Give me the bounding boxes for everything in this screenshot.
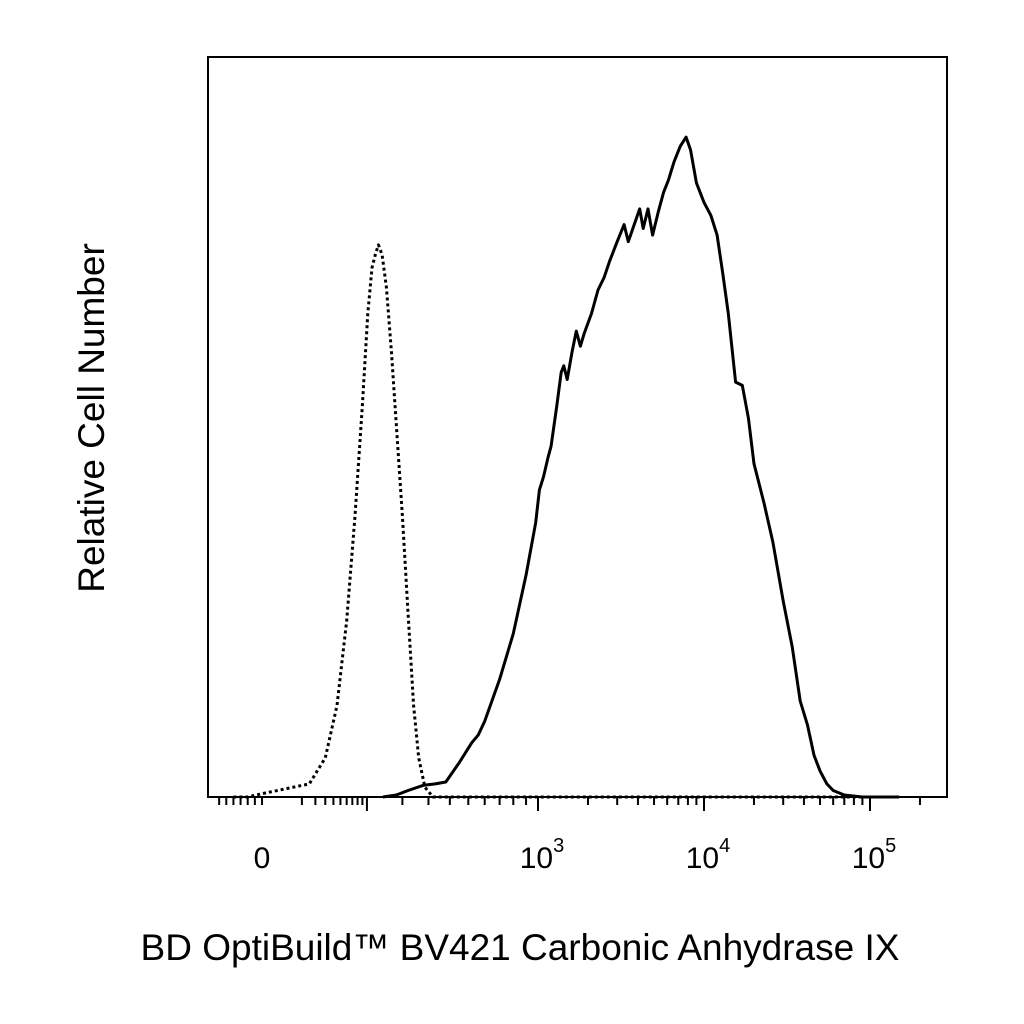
x-tick-label: 103 — [520, 835, 565, 875]
x-tick-label: 104 — [686, 835, 731, 875]
x-tick-label-base: 10 — [686, 842, 719, 875]
plot-area — [207, 56, 948, 798]
x-tick-label-base: 10 — [520, 842, 553, 875]
y-axis-label: Relative Cell Number — [71, 243, 112, 593]
x-axis-ticks — [218, 797, 921, 811]
series-line-solid — [382, 135, 900, 799]
x-tick-label-base: 0 — [254, 842, 271, 875]
series-layer — [233, 135, 900, 799]
x-axis-label: BD OptiBuild™ BV421 Carbonic Anhydrase I… — [141, 927, 900, 968]
x-tick-label-exponent: 4 — [719, 835, 730, 857]
x-tick-label-base: 10 — [852, 842, 885, 875]
x-tick-label-exponent: 5 — [885, 835, 896, 857]
x-tick-label-exponent: 3 — [553, 835, 564, 857]
x-tick-label: 0 — [254, 842, 271, 875]
x-axis-tick-labels: 0 103 104 105 — [254, 835, 897, 875]
plot-frame — [207, 56, 948, 798]
x-tick-label: 105 — [852, 835, 897, 875]
series-line-dotted — [233, 243, 870, 799]
